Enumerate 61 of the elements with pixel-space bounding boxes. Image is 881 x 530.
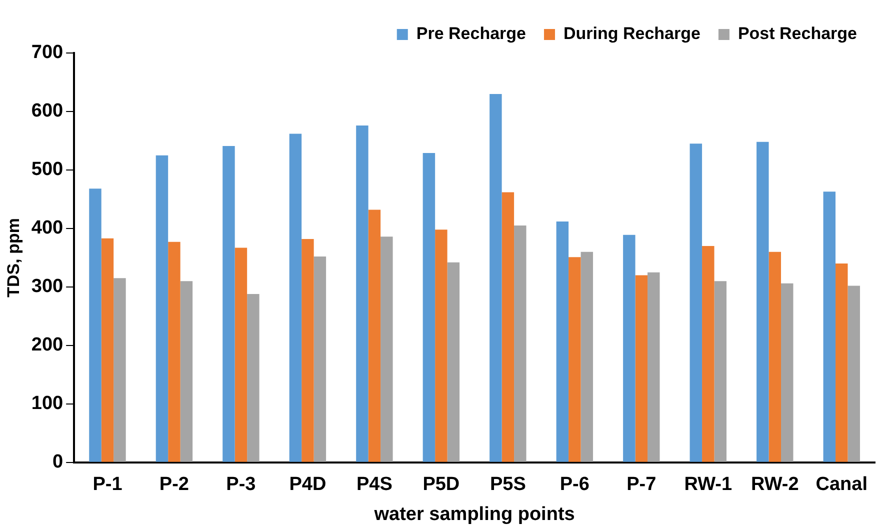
bar (114, 278, 126, 462)
bar (356, 126, 368, 462)
legend-label: During Recharge (563, 24, 700, 44)
bar (490, 94, 502, 462)
bar (781, 283, 794, 462)
x-tick-label: Canal (816, 474, 868, 496)
bar (514, 226, 526, 462)
bar (247, 294, 260, 462)
bar (89, 188, 102, 462)
y-tick-label: 100 (31, 393, 64, 414)
y-tick-label: 200 (31, 334, 64, 356)
bar (836, 264, 848, 462)
y-tick-label: 300 (31, 276, 64, 298)
bar (380, 236, 393, 462)
y-tick-label: 400 (31, 218, 64, 239)
x-tick-label: P-6 (560, 474, 590, 496)
legend-label: Pre Recharge (416, 24, 526, 44)
bar (314, 256, 326, 462)
y-tick-label: 0 (52, 452, 64, 473)
bar (435, 230, 448, 462)
bar (648, 272, 660, 462)
bar (635, 275, 648, 462)
bar (422, 153, 436, 462)
bar (368, 210, 381, 462)
bar (848, 286, 860, 462)
bar (556, 221, 569, 462)
x-tick-label: P5S (490, 474, 526, 496)
bar (690, 144, 702, 462)
x-tick-label: RW-1 (684, 474, 732, 496)
x-tick-label: P-2 (159, 474, 189, 496)
bar (580, 252, 594, 462)
bar (623, 234, 636, 462)
bar (302, 238, 314, 462)
bar (289, 134, 302, 462)
x-tick-label: P-7 (626, 474, 656, 496)
bar (101, 238, 114, 462)
bar (823, 192, 836, 462)
y-tick-label: 600 (31, 100, 64, 122)
bar (568, 257, 581, 462)
bar (768, 252, 782, 462)
x-tick-label: P-1 (92, 474, 123, 496)
bar (222, 146, 235, 462)
bar (180, 281, 193, 462)
x-axis-title: water sampling points (373, 504, 575, 525)
bar (502, 192, 514, 462)
legend-label: Post Recharge (738, 24, 858, 44)
bar (168, 242, 180, 462)
y-tick-label: 700 (31, 42, 64, 64)
x-tick-label: P-3 (226, 474, 256, 496)
y-axis-title: TDS, ppm (4, 218, 23, 298)
x-tick-label: P5D (422, 474, 460, 496)
bar (702, 246, 714, 462)
bar (714, 281, 726, 462)
x-tick-label: P4S (356, 474, 392, 496)
y-tick-label: 500 (31, 159, 64, 180)
x-tick-label: RW-2 (750, 474, 799, 496)
x-tick-label: P4D (289, 474, 326, 496)
bar (756, 142, 769, 462)
bar (447, 262, 460, 462)
bar (156, 155, 168, 462)
bar (234, 248, 248, 462)
